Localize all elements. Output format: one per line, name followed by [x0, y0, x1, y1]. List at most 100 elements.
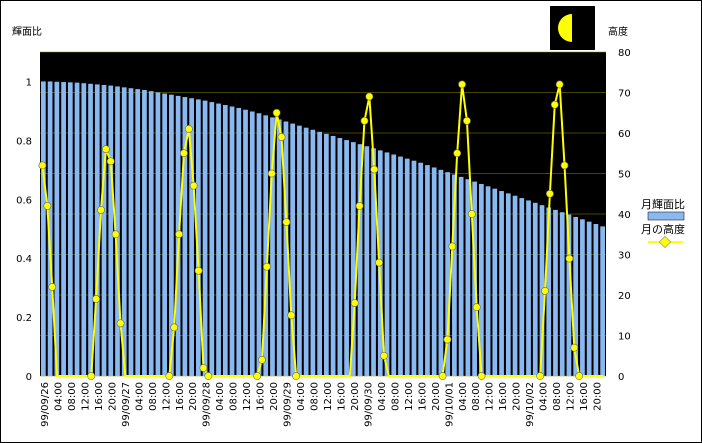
altitude-point — [116, 319, 125, 328]
bar — [512, 195, 518, 376]
altitude-point — [292, 372, 301, 380]
altitude-point — [272, 108, 281, 117]
x-tick-label: 16:00 — [336, 382, 347, 411]
half-moon-icon — [550, 6, 595, 50]
bar — [81, 83, 87, 376]
altitude-point — [453, 149, 462, 158]
y-left-tick-label: 0.4 — [16, 254, 32, 265]
bar — [61, 82, 66, 376]
altitude-point — [438, 372, 447, 380]
bar — [398, 156, 403, 376]
altitude-point — [267, 169, 276, 178]
bar — [418, 162, 424, 376]
altitude-point — [560, 161, 569, 170]
altitude-point — [175, 230, 183, 239]
bar — [283, 121, 289, 376]
y-right-tick-label: 70 — [618, 89, 631, 100]
x-tick-label: 99/09/26 — [40, 382, 51, 427]
x-tick-label: 16:00 — [175, 382, 186, 411]
x-tick-label: 08:00 — [310, 382, 321, 411]
x-tick-label: 12:00 — [80, 382, 91, 411]
bar — [337, 138, 343, 376]
bar — [425, 165, 430, 376]
altitude-point — [194, 266, 203, 275]
altitude-point — [536, 372, 545, 380]
bar — [431, 167, 437, 376]
x-tick-label: 08:00 — [471, 382, 482, 411]
bar — [276, 119, 282, 376]
altitude-point — [253, 372, 262, 380]
bar — [384, 152, 390, 376]
altitude-point — [106, 157, 115, 166]
bar — [297, 125, 302, 376]
y-right-tick-label: 50 — [618, 170, 631, 181]
altitude-point — [43, 201, 52, 210]
altitude-point — [38, 161, 47, 170]
x-ticks: 99/09/26 04:00 08:00 12:00 16:00 20:00 99/09/2… — [40, 382, 604, 427]
bar — [101, 84, 107, 377]
y-left-ticks: 0 0.2 0.4 0.6 0.8 1 — [16, 77, 32, 383]
bar — [465, 179, 471, 376]
x-tick-label: 04:00 — [296, 382, 307, 411]
y-right-label: 高度 — [608, 25, 628, 38]
altitude-point — [87, 372, 96, 380]
bar — [559, 212, 565, 376]
bar — [94, 84, 100, 377]
altitude-point — [570, 343, 579, 352]
bar — [404, 158, 410, 376]
legend-label-line: 月の高度 — [641, 222, 685, 236]
bar — [74, 82, 80, 376]
bar — [344, 140, 349, 376]
x-tick-label: 08:00 — [148, 382, 159, 411]
bar — [391, 154, 397, 376]
bar — [411, 160, 417, 376]
altitude-point — [467, 210, 476, 218]
bar — [580, 219, 585, 376]
bar — [182, 97, 188, 376]
bar — [438, 169, 444, 376]
altitude-line — [41, 84, 604, 377]
x-tick-label: 12:00 — [161, 382, 172, 411]
altitude-point — [545, 189, 554, 198]
bar — [195, 99, 201, 377]
x-tick-label: 12:00 — [566, 382, 577, 411]
bar — [256, 113, 262, 377]
bar — [47, 81, 53, 376]
bar — [202, 100, 208, 376]
altitude-point — [111, 230, 120, 239]
bar — [162, 93, 168, 376]
x-tick-label: 04:00 — [215, 382, 226, 411]
altitude-point — [282, 218, 291, 226]
altitude-point — [555, 80, 564, 89]
bar — [492, 188, 498, 376]
y-right-tick-label: 10 — [618, 332, 631, 343]
bar — [54, 81, 60, 376]
y-right-tick-label: 30 — [618, 251, 631, 262]
bar — [249, 111, 255, 376]
bar — [485, 186, 491, 376]
bar — [573, 216, 579, 376]
x-tick-label: 04:00 — [458, 382, 469, 411]
altitude-point — [375, 258, 384, 267]
y-left-tick-label: 1 — [26, 77, 32, 88]
bar — [290, 123, 296, 376]
altitude-point — [575, 372, 584, 380]
altitude-point — [204, 372, 213, 380]
bar — [189, 98, 194, 377]
x-tick-label: 99/09/28 — [202, 382, 213, 427]
bar — [303, 127, 309, 376]
legend-marker-line — [658, 235, 672, 249]
bar — [67, 82, 73, 376]
x-tick-label: 20:00 — [350, 382, 361, 411]
bar — [519, 198, 525, 376]
bar — [317, 131, 322, 376]
bar — [229, 106, 235, 377]
x-tick-label: 12:00 — [485, 382, 496, 411]
altitude-point — [360, 116, 369, 125]
legend-label-bars: 月輝面比 — [641, 198, 685, 211]
bar — [310, 129, 316, 376]
x-tick-label: 20:00 — [107, 382, 118, 411]
altitude-point — [189, 181, 198, 190]
y-right-tick-label: 60 — [618, 129, 631, 140]
